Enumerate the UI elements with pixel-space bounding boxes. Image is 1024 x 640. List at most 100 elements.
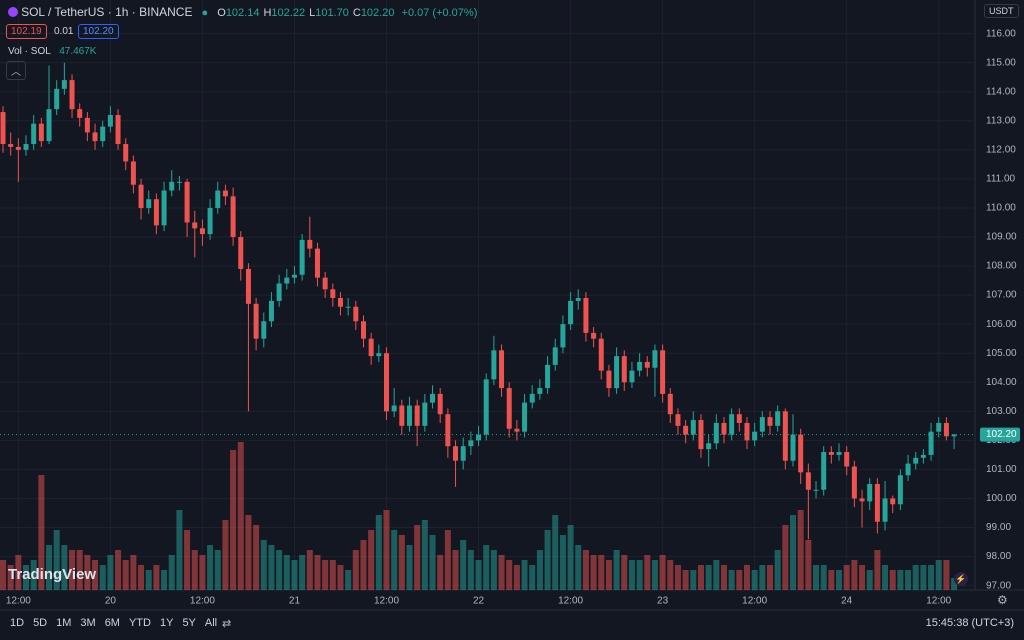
range-button[interactable]: 6M bbox=[104, 617, 120, 629]
candle-body bbox=[476, 434, 482, 441]
candle-body bbox=[951, 434, 957, 437]
candle-body bbox=[591, 332, 597, 339]
range-button[interactable]: 5Y bbox=[182, 617, 196, 629]
candle-body bbox=[614, 356, 620, 389]
candle-body bbox=[529, 393, 535, 403]
candle-body bbox=[897, 475, 903, 505]
candle-body bbox=[453, 446, 459, 461]
y-tick-label: 103.00 bbox=[986, 406, 1017, 417]
volume-bar bbox=[866, 570, 873, 590]
candle-body bbox=[391, 405, 397, 412]
range-button[interactable]: 5D bbox=[33, 617, 48, 629]
ask[interactable]: 102.20 bbox=[78, 24, 119, 39]
candle-body bbox=[644, 361, 650, 368]
candle-body bbox=[545, 364, 551, 389]
alert-icon[interactable]: ⚡ bbox=[954, 572, 968, 586]
volume-bar bbox=[644, 555, 651, 590]
candle-body bbox=[384, 353, 389, 412]
candle-body bbox=[161, 190, 167, 226]
volume-bar bbox=[889, 570, 896, 590]
candle-body bbox=[928, 431, 934, 455]
volume-bar bbox=[161, 570, 168, 590]
candle-body bbox=[84, 117, 90, 133]
settings-icon[interactable]: ⚙ bbox=[997, 593, 1008, 607]
y-tick-label: 116.00 bbox=[986, 28, 1016, 39]
candle-body bbox=[284, 277, 290, 284]
ohlc-value: 102.20 bbox=[360, 7, 395, 19]
collapse-button[interactable]: ︿ bbox=[6, 61, 26, 80]
last-price-box bbox=[980, 427, 1020, 442]
symbol[interactable]: SOL / TetherUS · 1h · BINANCE bbox=[21, 5, 193, 19]
candle-body bbox=[330, 289, 336, 299]
volume-bar bbox=[230, 450, 237, 590]
range-button[interactable]: 1D bbox=[10, 617, 25, 629]
candle-body bbox=[821, 451, 827, 490]
volume-bar bbox=[851, 560, 858, 590]
candle-body bbox=[322, 277, 328, 290]
y-tick-label: 112.00 bbox=[986, 144, 1016, 155]
range-button[interactable]: 1M bbox=[56, 617, 72, 629]
candle-body bbox=[31, 123, 37, 145]
candle-body bbox=[360, 321, 366, 339]
candle-body bbox=[798, 434, 804, 473]
candle-body bbox=[805, 472, 811, 490]
candle-body bbox=[230, 196, 236, 237]
candle-body bbox=[138, 184, 144, 208]
volume-bar bbox=[329, 560, 336, 590]
candle-body bbox=[299, 239, 305, 275]
volume-bar bbox=[935, 560, 942, 590]
volume-bar bbox=[529, 565, 536, 590]
volume-bar bbox=[690, 570, 697, 590]
volume-bar bbox=[368, 530, 375, 590]
clock: 15:45:38 (UTC+3) bbox=[925, 617, 1014, 629]
candle-body bbox=[291, 274, 297, 278]
volume-bar bbox=[475, 560, 482, 590]
candle-body bbox=[859, 498, 865, 502]
candle-body bbox=[598, 338, 604, 371]
x-tick-label: 21 bbox=[289, 596, 301, 607]
volume-bar bbox=[951, 578, 958, 590]
volume-bar bbox=[582, 550, 589, 590]
candle-body bbox=[667, 393, 673, 415]
candle-body bbox=[867, 483, 873, 502]
candle-body bbox=[752, 431, 758, 441]
volume-bar bbox=[460, 540, 467, 590]
currency[interactable]: USDT bbox=[984, 4, 1019, 18]
candle-body bbox=[629, 370, 635, 383]
volume-bar bbox=[874, 550, 881, 590]
spread: 0.01 bbox=[54, 26, 74, 37]
candle-body bbox=[775, 411, 781, 426]
candle-body bbox=[238, 236, 244, 269]
candle-body bbox=[376, 353, 382, 357]
candle-body bbox=[268, 300, 274, 322]
candle-body bbox=[307, 239, 313, 249]
volume-bar bbox=[276, 550, 283, 590]
volume-bar bbox=[360, 540, 367, 590]
candle-body bbox=[621, 356, 627, 383]
volume-bar bbox=[145, 570, 152, 590]
candle-body bbox=[759, 417, 765, 432]
volume-bar bbox=[283, 555, 290, 590]
range-button[interactable]: YTD bbox=[128, 617, 151, 629]
volume-bar bbox=[605, 560, 612, 590]
volume-bar bbox=[237, 442, 244, 590]
range-button[interactable]: All bbox=[204, 617, 218, 629]
candle-body bbox=[736, 414, 742, 423]
bid[interactable]: 102.19 bbox=[6, 24, 47, 39]
volume-bar bbox=[897, 570, 904, 590]
candle-body bbox=[483, 379, 489, 435]
date-range-icon[interactable]: ⇄ bbox=[222, 618, 232, 630]
candle-body bbox=[430, 393, 436, 403]
volume-bar bbox=[291, 560, 298, 590]
candle-body bbox=[314, 248, 320, 278]
volume-bar bbox=[575, 545, 582, 590]
volume-bar bbox=[628, 560, 635, 590]
candle-body bbox=[100, 126, 106, 142]
candle-body bbox=[115, 114, 121, 145]
candle-body bbox=[905, 463, 911, 476]
range-button[interactable]: 3M bbox=[80, 617, 96, 629]
volume-bar bbox=[567, 525, 574, 590]
candle-body bbox=[552, 347, 558, 365]
volume-bar bbox=[521, 560, 528, 590]
range-button[interactable]: 1Y bbox=[159, 617, 174, 629]
